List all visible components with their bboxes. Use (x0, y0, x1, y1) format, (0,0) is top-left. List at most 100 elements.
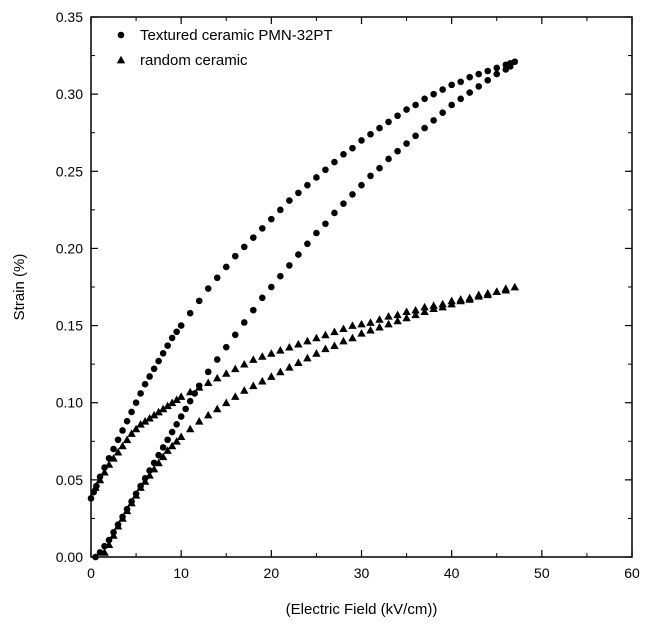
data-point (100, 467, 109, 476)
data-point (321, 344, 330, 353)
data-point (150, 365, 158, 373)
data-point (430, 90, 437, 98)
data-point (421, 95, 428, 103)
data-point (231, 392, 240, 400)
data-point (294, 339, 303, 348)
x-tick-label: 50 (534, 565, 550, 581)
data-point (385, 118, 392, 126)
data-point (163, 446, 172, 454)
data-point (285, 342, 294, 351)
x-tick-label: 60 (624, 565, 640, 581)
data-point (295, 189, 302, 197)
data-point (222, 398, 231, 407)
data-point (367, 172, 374, 180)
data-point (222, 343, 230, 351)
data-point (186, 309, 194, 317)
data-point (492, 287, 501, 295)
data-point (158, 404, 168, 413)
data-point (331, 209, 338, 217)
data-point (113, 521, 123, 530)
data-point (177, 322, 185, 329)
data-point (393, 310, 402, 319)
data-point (493, 64, 501, 72)
x-tick-label: 30 (354, 565, 370, 581)
data-point (109, 454, 118, 462)
data-point (146, 373, 153, 380)
data-point (439, 109, 446, 116)
data-point (349, 144, 356, 152)
y-tick-label: 0.20 (56, 240, 83, 256)
data-point (137, 390, 144, 397)
data-point (231, 252, 239, 260)
data-point (457, 95, 464, 103)
data-point (213, 404, 222, 413)
data-point (258, 352, 267, 360)
data-point (268, 215, 275, 223)
data-point (286, 262, 293, 269)
data-point (158, 452, 168, 461)
data-point (164, 436, 171, 444)
data-point (403, 106, 410, 113)
data-point (100, 548, 109, 556)
data-point (330, 341, 339, 349)
data-point (114, 436, 122, 444)
data-point (484, 67, 492, 75)
data-point (376, 124, 383, 132)
data-point (186, 397, 194, 405)
data-point (420, 302, 429, 311)
data-point (250, 306, 257, 314)
data-point (402, 307, 411, 316)
data-point (475, 70, 483, 78)
data-point (145, 413, 154, 422)
data-point (159, 350, 167, 357)
data-point (149, 464, 159, 473)
data-point (258, 376, 267, 385)
data-point (122, 506, 132, 515)
data-point (128, 408, 135, 416)
data-point (122, 435, 132, 444)
data-point (357, 329, 366, 337)
data-point (466, 89, 474, 96)
data-point (154, 407, 163, 416)
data-point (118, 441, 127, 450)
data-point (136, 483, 145, 491)
data-point (447, 299, 456, 308)
legend: Textured ceramic PMN-32PT random ceramic (116, 27, 333, 69)
data-point (393, 316, 402, 325)
data-point (339, 324, 348, 333)
series-layer (87, 58, 519, 561)
data-point (366, 326, 375, 334)
data-point (384, 312, 393, 320)
data-point (439, 86, 446, 93)
data-point (484, 76, 492, 84)
data-point (222, 369, 231, 377)
data-point (465, 295, 474, 303)
x-axis-label: (Electric Field (kV/cm)) (286, 601, 438, 618)
data-point (95, 475, 105, 484)
plot-frame (90, 16, 633, 558)
data-point (313, 174, 320, 181)
data-point (127, 498, 136, 507)
data-point (304, 240, 311, 248)
data-point (173, 421, 180, 428)
y-tick-label: 0.35 (56, 9, 83, 25)
data-point (185, 424, 195, 433)
data-point (123, 417, 131, 425)
data-point (375, 322, 384, 331)
data-point (131, 491, 141, 499)
data-point (277, 272, 284, 280)
data-point (276, 367, 285, 376)
data-point (330, 327, 339, 336)
data-point (164, 342, 171, 349)
data-point (168, 428, 176, 436)
data-point (303, 336, 312, 345)
data-point (313, 229, 320, 237)
data-point (474, 292, 483, 300)
data-point (249, 355, 258, 363)
data-point (195, 297, 203, 305)
data-point (385, 155, 392, 163)
x-tick-label: 10 (173, 565, 189, 581)
data-point (321, 330, 330, 339)
data-point (118, 514, 127, 522)
